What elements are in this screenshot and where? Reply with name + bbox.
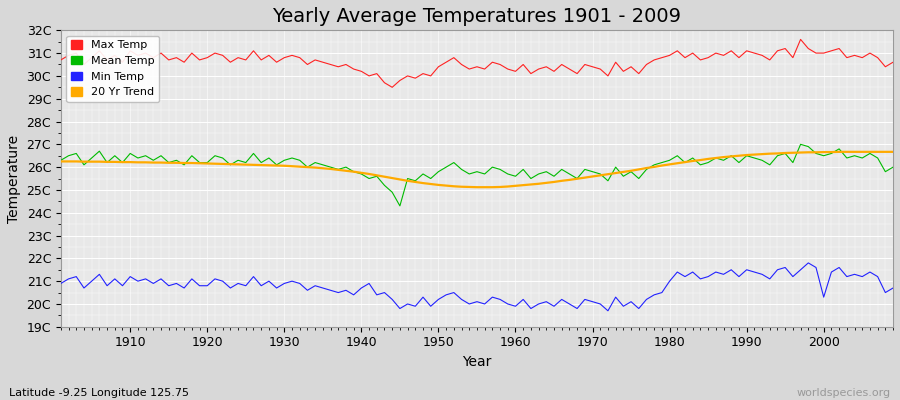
Text: Latitude -9.25 Longitude 125.75: Latitude -9.25 Longitude 125.75 bbox=[9, 388, 189, 398]
Title: Yearly Average Temperatures 1901 - 2009: Yearly Average Temperatures 1901 - 2009 bbox=[273, 7, 681, 26]
Y-axis label: Temperature: Temperature bbox=[7, 134, 21, 222]
X-axis label: Year: Year bbox=[463, 355, 491, 369]
Legend: Max Temp, Mean Temp, Min Temp, 20 Yr Trend: Max Temp, Mean Temp, Min Temp, 20 Yr Tre… bbox=[67, 36, 159, 102]
Text: worldspecies.org: worldspecies.org bbox=[796, 388, 891, 398]
